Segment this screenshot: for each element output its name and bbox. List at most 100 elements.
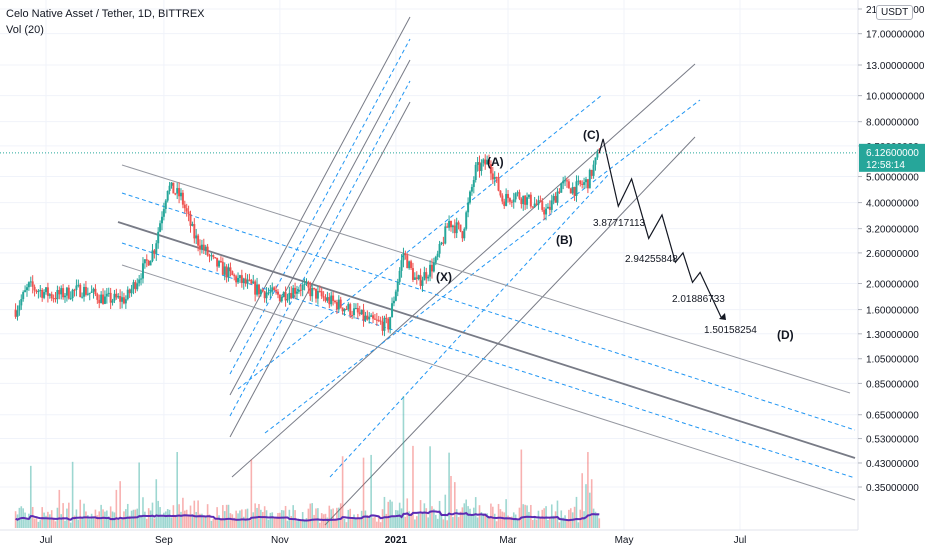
volume-bar [334,519,336,528]
candle-body [235,276,238,283]
candle-body [64,295,67,298]
candle-body [581,183,584,185]
volume-bar [351,519,353,528]
rising-channel-line [231,63,696,478]
volume-bar [434,514,437,528]
volume-bar [596,514,599,528]
candle-body [417,275,420,280]
rising-channel-dashed [237,94,603,390]
volume-bar [107,516,110,528]
candle-body [567,181,570,189]
volume-bar [130,510,133,528]
candle-body [449,220,452,228]
volume-bar [541,509,544,528]
volume-bar [265,510,268,528]
time-axis: Jul Sep Nov 2021 Mar May Jul [0,529,858,546]
candle-body [434,256,437,263]
candle-body [467,202,470,213]
candle-body [432,262,435,272]
candle-body [476,162,479,165]
candle-body [541,201,544,210]
volume-bar [457,517,460,528]
candle-body [347,304,350,310]
volume-bar [431,506,433,528]
candle-body [343,308,346,312]
volume-bar [90,513,93,528]
volume-bar [267,519,270,528]
candle-body [482,159,485,164]
candle-body [183,204,186,209]
candle-body [586,179,589,189]
candle-body [297,289,300,292]
volume-bar [345,522,348,528]
candle-body [459,224,462,232]
volume-bar [180,511,182,528]
volume-bar [573,506,576,528]
volume-bar [309,503,312,528]
candle-body [212,255,215,258]
volume-bar [164,511,167,528]
volume-bar [396,510,399,528]
candle-body [545,208,548,215]
candle-body [529,194,532,207]
candle-body [539,200,542,202]
candle-body [499,190,502,196]
volume-bar [383,496,386,528]
candle-body [391,303,394,318]
volume-bar [166,509,169,528]
volume-bar [52,517,55,528]
volume-bar [486,513,488,528]
volume-bar [227,504,230,528]
volume-bar [362,457,365,528]
currency-button[interactable]: USDT [876,5,914,20]
volume-bar [507,515,509,528]
candle-body [368,316,371,320]
volume-bar [279,512,281,528]
candle-body [246,279,249,284]
volume-bar [60,514,63,528]
candle-body [20,299,23,306]
volume-bar [478,505,481,528]
volume-bar [201,513,203,528]
candle-body [334,300,337,303]
candle-body [584,179,587,183]
y-tick-label: 0.53000000 [866,435,919,446]
candle-body [554,196,557,203]
candle-body [288,292,291,299]
volume-bar [514,514,517,528]
volume-bar [531,519,534,528]
volume-bar [49,514,51,528]
candle-body [24,290,27,293]
candle-body [423,272,426,281]
volume-bar [199,513,201,528]
candle-body [430,264,433,272]
candle-body [484,159,487,165]
candle-body [174,193,177,195]
candle-body [94,288,97,295]
candle-body [451,225,454,228]
volume-bar [520,449,523,528]
candle-body [316,290,319,299]
candle-body [113,293,116,301]
candle-body [225,266,228,278]
candle-body [387,318,390,330]
candle-body [488,159,491,165]
x-tick-label: Nov [271,535,289,546]
x-tick-label: Mar [499,535,517,546]
candle-body [128,289,131,294]
volume-bar [81,518,83,528]
volume-bar [100,504,102,528]
candle-body [276,291,279,295]
volume-bar [549,518,551,528]
volume-bar [495,521,498,528]
candle-body [168,185,171,191]
candle-body [115,293,118,298]
candle-body [489,164,492,174]
projection-path [598,138,722,318]
candle-body [594,157,597,165]
candle-body [474,164,477,180]
volume-bar [389,499,391,528]
rising-channel-dashed [264,99,701,434]
